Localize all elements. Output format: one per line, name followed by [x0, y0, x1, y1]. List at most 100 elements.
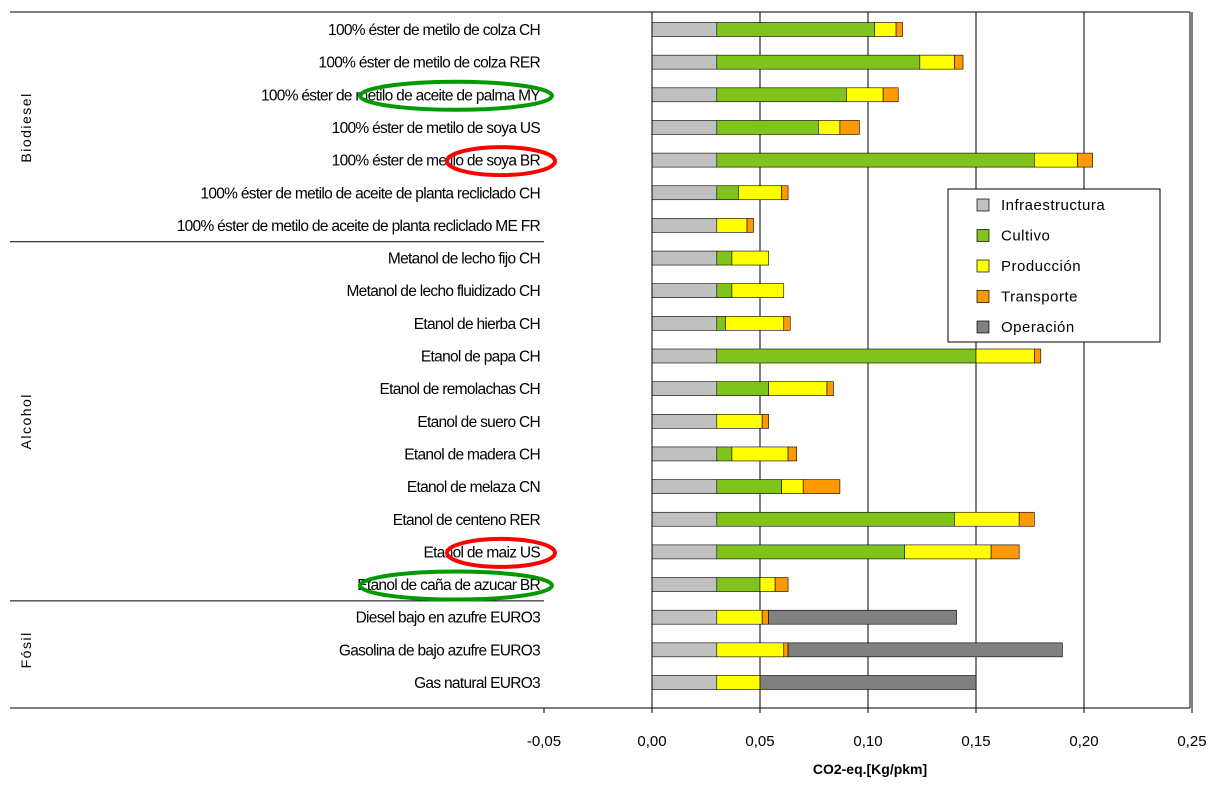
- bar-segment: [895, 22, 903, 37]
- bar-segment: [651, 218, 718, 233]
- category-label: Etanol de melaza CN: [407, 479, 540, 496]
- bar-segment: [651, 511, 718, 527]
- bar-segment: [716, 22, 875, 37]
- bar-segment: [651, 479, 718, 494]
- bar-segment: [716, 54, 921, 70]
- category-label: 100% éster de metilo de aceite de palma …: [261, 87, 540, 104]
- highlight-ellipse: [445, 536, 557, 569]
- bar-segment: [716, 348, 977, 364]
- bar-segment: [761, 413, 769, 429]
- bar-segment: [716, 316, 726, 331]
- bar-segment: [768, 609, 957, 625]
- bar-segment: [651, 87, 718, 103]
- category-label: Etanol de madera CH: [404, 446, 540, 463]
- bar-segment: [716, 218, 748, 233]
- bar-segment: [651, 250, 718, 266]
- bar-segment: [919, 54, 955, 70]
- x-tick-label: 0,10: [853, 733, 882, 750]
- legend-swatch: [976, 259, 990, 273]
- bar-segment: [716, 413, 763, 429]
- bar-segment: [874, 22, 897, 37]
- category-labels: 100% éster de metilo de colza CH 100% ést…: [177, 22, 542, 692]
- category-label: 100% éster de metilo de colza RER: [318, 55, 540, 72]
- bar-segment: [716, 185, 739, 201]
- bar-segment: [716, 152, 1035, 168]
- bar-segment: [716, 511, 955, 527]
- bar-segment: [731, 250, 769, 266]
- legend-swatch: [976, 320, 990, 334]
- bar-segment: [882, 87, 899, 103]
- x-tick-label: 0,00: [637, 733, 666, 750]
- category-label: Etanol de remolachas CH: [379, 381, 540, 398]
- bar-segment: [774, 577, 789, 592]
- category-label: 100% éster de metilo de colza CH: [328, 22, 540, 39]
- category-label: Etanol de hierba CH: [414, 316, 540, 333]
- category-label: Metanol de lecho fluidizado CH: [346, 283, 540, 300]
- category-label: Etanol de suero CH: [417, 414, 540, 431]
- bar-segment: [781, 185, 789, 201]
- bar-segment: [781, 479, 804, 494]
- bar-segment: [651, 120, 718, 135]
- legend-swatch: [976, 229, 990, 242]
- category-label: Gas natural EURO3: [414, 675, 540, 692]
- bar-segment: [651, 544, 718, 560]
- bar-segment: [716, 87, 847, 103]
- bar-segment: [651, 316, 718, 331]
- bar-segment: [651, 675, 718, 690]
- bar-segment: [738, 185, 782, 201]
- bar-segment: [651, 609, 718, 625]
- bar-segment: [716, 544, 906, 560]
- bar-segment: [651, 152, 718, 168]
- bar-segment: [651, 283, 718, 299]
- bar-segment: [954, 511, 1020, 527]
- group-label: Alcohol: [18, 393, 34, 449]
- bar-segment: [975, 348, 1035, 364]
- x-tick-label: 0,15: [961, 733, 990, 750]
- bar-segment: [1077, 152, 1093, 168]
- axes: -0,05 0,00 0,05 0,10 0,15 0,20 0,25: [10, 11, 1207, 750]
- bar-segment: [651, 54, 718, 70]
- legend-swatch: [976, 290, 990, 303]
- x-tick-label: 0,05: [745, 733, 774, 750]
- bar-segment: [651, 22, 718, 37]
- highlight-ellipse: [358, 79, 554, 112]
- bar-segment: [746, 218, 754, 233]
- x-tick-label: 0,25: [1177, 733, 1206, 750]
- bar-segment: [990, 544, 1020, 560]
- bar-segment: [802, 479, 841, 494]
- bar-segment: [716, 642, 785, 658]
- bar-segment: [1034, 348, 1042, 364]
- group-label: Biodiesel: [18, 92, 34, 162]
- bar-segment: [1034, 152, 1078, 168]
- bar-segment: [846, 87, 884, 103]
- bar-segment: [716, 609, 763, 625]
- category-label: Etanol de centeno RER: [393, 512, 541, 529]
- category-label: 100% éster de metilo de soya US: [332, 120, 541, 137]
- category-label: Diesel bajo en azufre EURO3: [356, 610, 541, 627]
- bar-segment: [716, 446, 733, 462]
- bar-segment: [1018, 511, 1035, 527]
- bar-segment: [759, 577, 776, 592]
- legend-label: Operación: [1001, 319, 1075, 336]
- bar-segment: [768, 381, 828, 396]
- bar-segment: [904, 544, 992, 560]
- bar-segment: [716, 250, 733, 266]
- highlight-ellipses: [358, 79, 557, 602]
- legend-label: Producción: [1001, 258, 1081, 275]
- category-label: 100% éster de metilo de aceite de planta…: [177, 218, 541, 235]
- bar-segment: [716, 479, 782, 494]
- bar-segment: [651, 348, 718, 364]
- group-label: Fósil: [18, 631, 34, 668]
- bar-segment: [818, 120, 841, 135]
- bar-segment: [651, 446, 718, 462]
- highlight-ellipse: [358, 569, 554, 602]
- bar-segment: [651, 642, 718, 658]
- legend-label: Transporte: [1001, 289, 1078, 306]
- bar-segment: [826, 381, 834, 396]
- legend-swatch: [976, 198, 990, 212]
- bar-segment: [761, 609, 769, 625]
- bar-segment: [731, 283, 785, 299]
- bar-segment: [725, 316, 785, 331]
- category-label: Metanol de lecho fijo CH: [388, 251, 540, 268]
